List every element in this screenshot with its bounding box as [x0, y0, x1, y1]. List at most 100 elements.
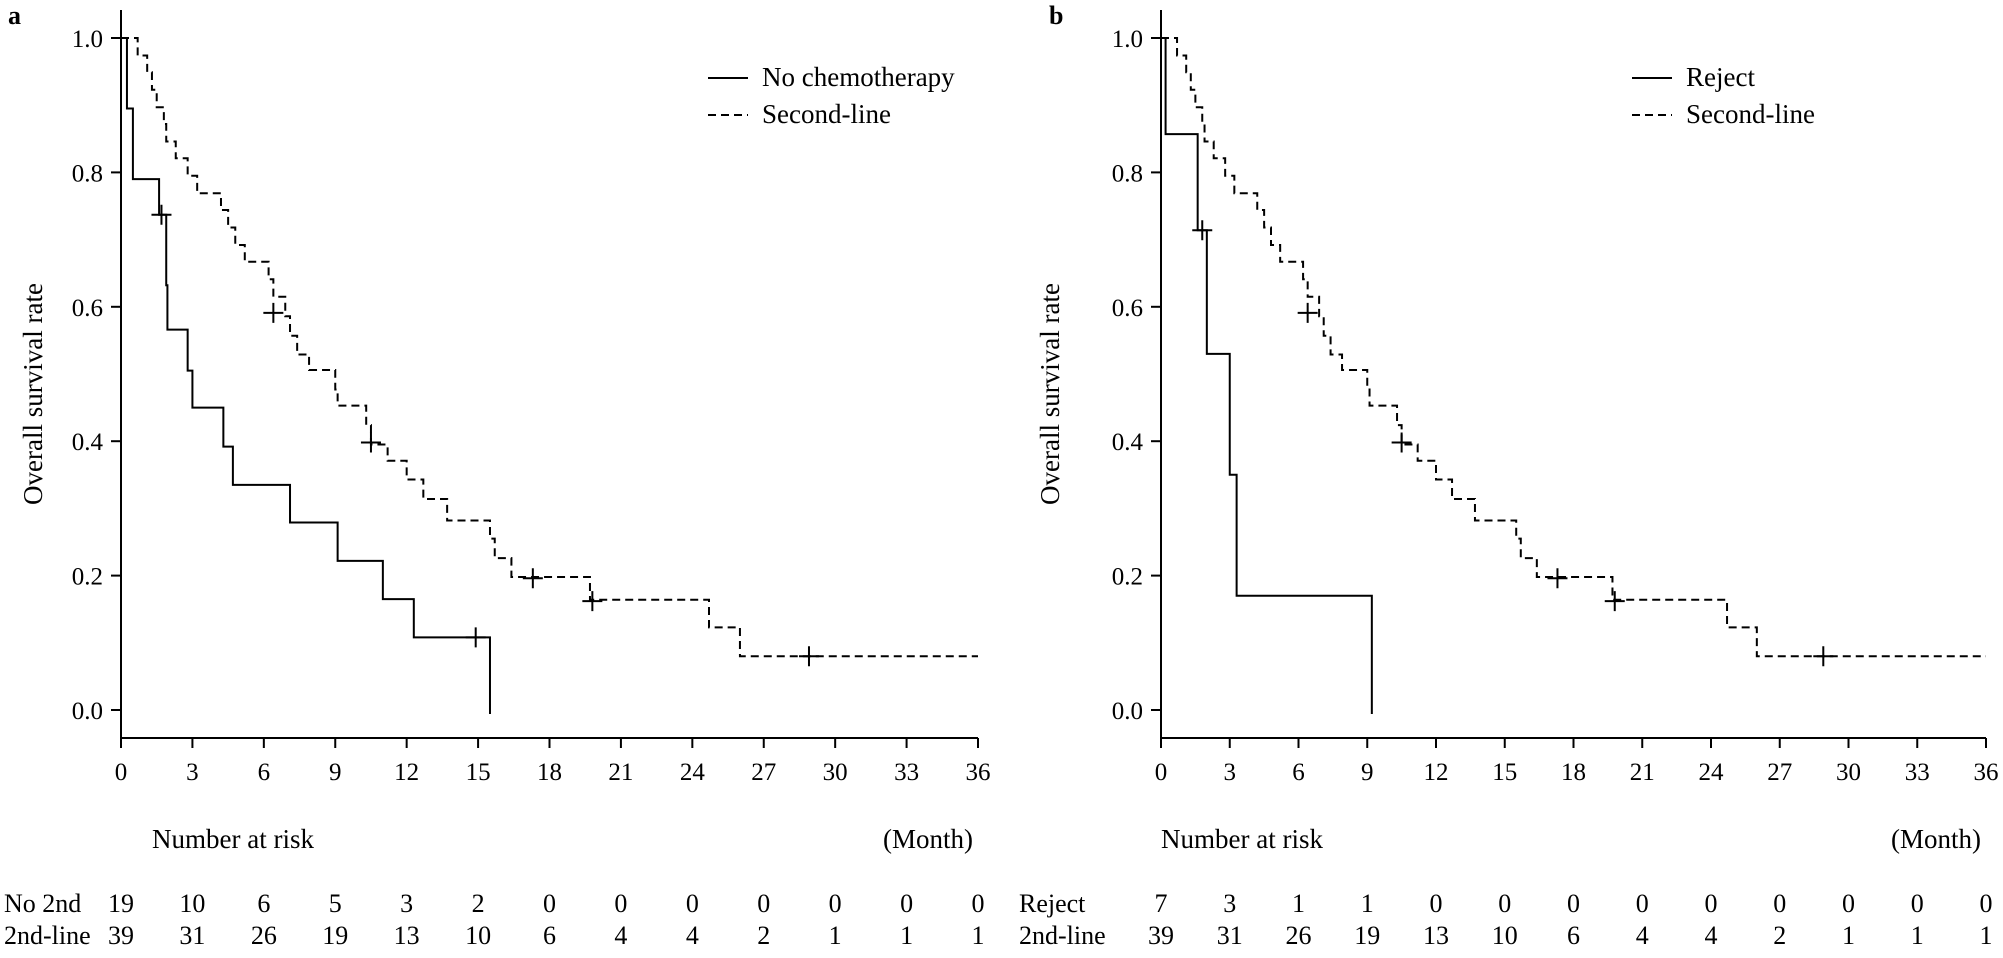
risk-count: 6 [257, 889, 270, 918]
censor-mark [1192, 220, 1213, 241]
x-tick-label: 12 [394, 759, 419, 786]
risk-table-title: Number at risk [152, 824, 314, 854]
x-tick-label: 30 [823, 759, 848, 786]
y-tick-label: 0.2 [1112, 564, 1143, 591]
risk-count: 0 [829, 889, 842, 918]
x-tick-label: 21 [608, 759, 633, 786]
censor-mark [360, 432, 381, 453]
risk-count: 2 [757, 921, 770, 950]
risk-count: 3 [400, 889, 413, 918]
censor-mark [1813, 646, 1834, 667]
risk-count: 1 [1911, 921, 1924, 950]
risk-count: 26 [1286, 921, 1312, 950]
risk-count: 19 [108, 889, 134, 918]
risk-count: 4 [614, 921, 627, 950]
censor-mark [1391, 432, 1412, 453]
risk-count: 0 [1430, 889, 1443, 918]
risk-count: 1 [1980, 921, 1993, 950]
censor-mark [1547, 568, 1568, 589]
x-tick-label: 30 [1836, 759, 1861, 786]
series-line-second-line [1161, 37, 1986, 658]
y-tick-label: 0.8 [72, 160, 103, 187]
risk-count: 0 [543, 889, 556, 918]
censor-mark [798, 646, 819, 667]
risk-count: 4 [686, 921, 699, 950]
legend-label: Reject [1686, 62, 1755, 92]
risk-table-title: Number at risk [1161, 824, 1323, 854]
risk-count: 1 [1292, 889, 1305, 918]
risk-count: 0 [757, 889, 770, 918]
risk-count: 1 [829, 921, 842, 950]
risk-count: 0 [614, 889, 627, 918]
y-tick-label: 1.0 [72, 26, 103, 53]
risk-count: 39 [1148, 921, 1174, 950]
legend-label: Second-line [762, 99, 891, 129]
risk-count: 3 [1223, 889, 1236, 918]
risk-count: 0 [1705, 889, 1718, 918]
x-tick-label: 24 [680, 759, 706, 786]
risk-count: 0 [686, 889, 699, 918]
risk-row-label: Reject [1019, 889, 1086, 918]
x-tick-label: 6 [1292, 759, 1305, 786]
x-tick-label: 33 [1905, 759, 1930, 786]
y-tick-label: 0.4 [72, 429, 104, 456]
x-tick-label: 33 [894, 759, 919, 786]
panel-letter: b [1049, 1, 1063, 30]
risk-count: 2 [472, 889, 485, 918]
risk-count: 0 [1842, 889, 1855, 918]
risk-count: 0 [1498, 889, 1511, 918]
y-tick-label: 0.2 [72, 564, 103, 591]
risk-count: 1 [1842, 921, 1855, 950]
risk-count: 6 [543, 921, 556, 950]
risk-count: 0 [1636, 889, 1649, 918]
x-tick-label: 36 [966, 759, 991, 786]
y-tick-label: 1.0 [1112, 26, 1143, 53]
risk-count: 4 [1636, 921, 1649, 950]
y-axis-title: Overall survival rate [18, 283, 48, 505]
x-tick-label: 15 [1492, 759, 1517, 786]
risk-count: 2 [1773, 921, 1786, 950]
risk-count: 31 [179, 921, 205, 950]
risk-count: 0 [1567, 889, 1580, 918]
risk-count: 13 [1423, 921, 1449, 950]
series-line-second-line [121, 37, 978, 658]
series-line-comparison [121, 37, 491, 710]
risk-count: 6 [1567, 921, 1580, 950]
risk-count: 19 [1354, 921, 1380, 950]
censor-mark [151, 204, 172, 225]
risk-count: 31 [1217, 921, 1243, 950]
x-tick-label: 12 [1424, 759, 1449, 786]
x-tick-label: 36 [1974, 759, 1999, 786]
risk-count: 10 [465, 921, 491, 950]
risk-count: 0 [1911, 889, 1924, 918]
x-tick-label: 3 [186, 759, 199, 786]
risk-row-label: 2nd-line [1019, 921, 1106, 950]
censor-mark [582, 591, 603, 612]
x-tick-label: 15 [466, 759, 491, 786]
risk-count: 7 [1155, 889, 1168, 918]
risk-count: 39 [108, 921, 134, 950]
risk-count: 10 [179, 889, 205, 918]
y-tick-label: 0.0 [72, 698, 103, 725]
x-tick-label: 27 [1767, 759, 1792, 786]
x-tick-label: 9 [329, 759, 342, 786]
y-tick-label: 0.8 [1112, 160, 1143, 187]
risk-count: 0 [1773, 889, 1786, 918]
risk-count: 0 [900, 889, 913, 918]
panel-b: b0.00.20.40.60.81.00 3 6 9 12 15 18 21 24 27 30 33 3… [1019, 1, 1999, 950]
x-unit-label: (Month) [1891, 824, 1981, 854]
panel-a: a0.00.20.40.60.81.00 3 6 9 12 15 18 21 24 27 30 33 3… [4, 1, 991, 950]
risk-row-label: 2nd-line [4, 921, 91, 950]
risk-count: 0 [972, 889, 985, 918]
risk-count: 26 [251, 921, 277, 950]
censor-mark [1604, 591, 1625, 612]
x-tick-label: 27 [751, 759, 776, 786]
x-tick-label: 21 [1630, 759, 1655, 786]
risk-count: 5 [329, 889, 342, 918]
x-tick-label: 0 [1155, 759, 1168, 786]
x-tick-label: 0 [115, 759, 128, 786]
x-tick-label: 9 [1361, 759, 1374, 786]
censor-mark [522, 568, 543, 589]
censor-mark [1297, 302, 1318, 323]
